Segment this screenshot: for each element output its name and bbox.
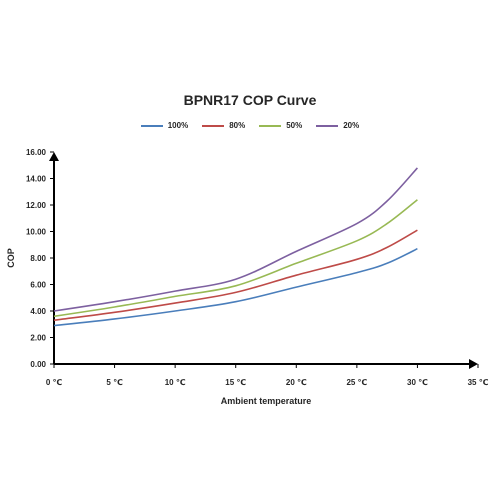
x-tick-label: 20 ℃ (286, 378, 307, 387)
x-tick-label: 10 ℃ (165, 378, 186, 387)
legend-swatch (140, 124, 163, 127)
legend-label: 80% (229, 121, 246, 130)
legend-label: 20% (343, 121, 360, 130)
legend-swatch (259, 124, 282, 127)
series-line-20pct (53, 167, 418, 312)
y-tick-label: 6.00 (30, 281, 46, 290)
y-tick-label: 2.00 (30, 334, 46, 343)
y-tick-label: 8.00 (30, 254, 46, 263)
y-tick-label: 4.00 (30, 307, 46, 316)
x-tick-label: 35 ℃ (468, 378, 489, 387)
y-tick-label: 14.00 (26, 175, 47, 184)
y-tick-label: 0.00 (30, 360, 46, 369)
y-tick-label: 10.00 (26, 228, 47, 237)
legend-item: 50% (259, 121, 302, 130)
legend-swatch (316, 124, 339, 127)
series-line-80pct (53, 229, 418, 322)
chart-title: BPNR17 COP Curve (183, 92, 317, 108)
y-tick-label: 12.00 (26, 201, 47, 210)
series-line-100pct (53, 247, 418, 327)
legend-item: 80% (202, 121, 245, 130)
series-line-50pct (53, 199, 418, 318)
x-tick-label: 0 ℃ (46, 378, 63, 387)
y-tick-label: 16.00 (26, 148, 47, 157)
x-axis-label: Ambient temperature (221, 396, 312, 406)
legend-item: 100% (140, 121, 189, 130)
x-tick-label: 25 ℃ (346, 378, 367, 387)
x-axis-arrow (469, 359, 478, 369)
x-tick-label: 15 ℃ (225, 378, 246, 387)
legend-label: 100% (167, 121, 189, 130)
legend-swatch (202, 124, 225, 127)
legend-item: 20% (316, 121, 359, 130)
legend: 100% 80% 50% 20% (0, 121, 500, 130)
legend-label: 50% (286, 121, 303, 130)
y-axis-label: COP (6, 248, 16, 268)
y-axis-arrow (49, 152, 59, 161)
x-tick-label: 30 ℃ (407, 378, 428, 387)
x-tick-label: 5 ℃ (106, 378, 123, 387)
